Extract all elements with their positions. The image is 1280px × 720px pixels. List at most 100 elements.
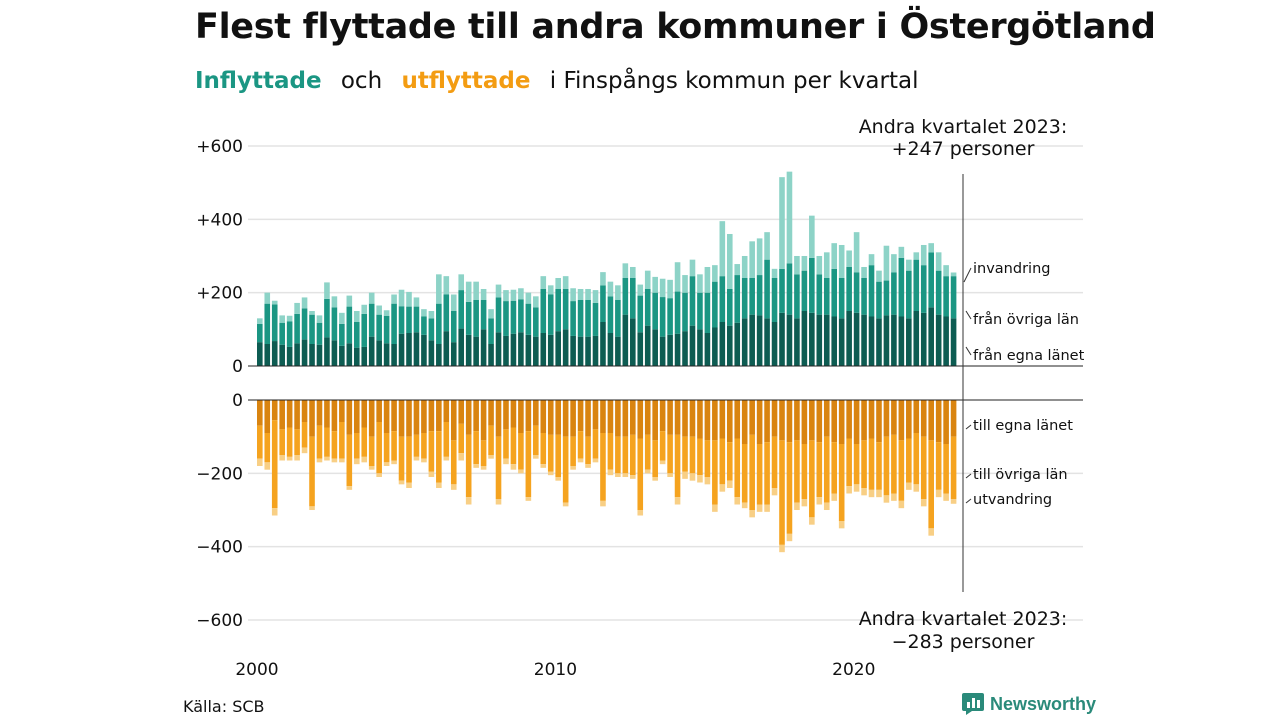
bar-in-local	[630, 318, 636, 366]
bar-out-local	[257, 400, 263, 426]
bar-in-immigration	[533, 296, 539, 308]
bar-in-local	[577, 336, 584, 366]
bar-out-local	[562, 400, 569, 437]
bar-out-local	[540, 400, 547, 434]
bar-in-immigration	[361, 304, 368, 314]
bar-out-local	[533, 400, 539, 426]
bar-in-immigration	[779, 177, 785, 269]
bar-in-immigration	[547, 285, 554, 295]
bar-in-other	[436, 303, 442, 344]
bar-out-emigration	[518, 469, 524, 474]
bar-out-emigration	[913, 484, 920, 492]
bar-out-emigration	[264, 462, 271, 470]
bar-out-emigration	[547, 471, 554, 476]
bar-out-local	[734, 400, 741, 439]
bar-out-local	[413, 400, 420, 435]
bar-out-local	[883, 400, 890, 437]
bar-in-other	[600, 285, 606, 322]
bar-out-other	[510, 427, 517, 465]
bar-in-other	[786, 263, 793, 315]
bar-out-local	[555, 400, 561, 435]
bar-in-local	[301, 339, 308, 366]
bar-out-emigration	[935, 489, 942, 498]
bar-in-immigration	[883, 245, 890, 281]
bar-in-other	[533, 307, 539, 337]
bar-in-other	[339, 323, 345, 346]
bar-in-other	[913, 259, 920, 311]
bar-out-other	[622, 436, 629, 474]
bar-in-local	[346, 343, 353, 366]
bar-out-emigration	[920, 499, 927, 507]
annotation-bottom-line2: −283 personer	[892, 631, 1035, 653]
bar-in-immigration	[876, 270, 882, 282]
source-note: Källa: SCB	[183, 697, 265, 716]
bar-in-immigration	[324, 282, 330, 299]
bar-out-local	[674, 400, 681, 435]
bar-in-immigration	[592, 290, 599, 303]
bar-in-local	[682, 331, 688, 366]
bar-in-other	[570, 301, 576, 336]
bar-in-immigration	[271, 300, 278, 305]
bar-in-immigration	[577, 288, 584, 300]
bar-out-emigration	[503, 458, 509, 465]
ytick-label-top: 0	[232, 357, 243, 377]
bar-out-other	[331, 431, 338, 459]
bar-in-immigration	[600, 272, 606, 286]
bar-out-other	[465, 434, 472, 498]
bar-out-local	[689, 400, 696, 437]
bar-out-emigration	[674, 497, 681, 505]
bar-out-local	[316, 400, 323, 426]
bar-out-local	[339, 400, 345, 423]
bar-in-immigration	[697, 274, 703, 293]
bar-in-immigration	[861, 266, 867, 278]
bar-in-local	[622, 314, 629, 366]
bar-in-immigration	[809, 215, 815, 258]
bar-out-local	[823, 400, 830, 437]
bar-out-other	[935, 442, 942, 490]
bar-out-emigration	[324, 456, 330, 461]
bar-in-other	[562, 288, 569, 330]
bar-out-local	[346, 400, 353, 435]
bar-out-emigration	[622, 473, 629, 478]
bar-in-local	[257, 342, 263, 366]
bar-out-emigration	[726, 480, 733, 489]
bar-in-other	[764, 259, 770, 319]
bar-out-other	[503, 429, 509, 459]
bar-out-emigration	[771, 488, 778, 496]
bar-out-other	[674, 434, 681, 498]
bar-out-other	[279, 429, 285, 456]
bar-in-local	[570, 335, 576, 366]
bar-out-other	[600, 433, 606, 501]
bar-out-emigration	[577, 458, 584, 463]
bar-out-emigration	[712, 504, 718, 512]
bar-in-immigration	[943, 265, 949, 277]
bar-out-emigration	[689, 473, 696, 481]
bar-in-local	[309, 343, 315, 366]
bar-out-emigration	[413, 456, 420, 461]
bar-out-local	[950, 400, 957, 437]
bar-in-immigration	[674, 262, 681, 292]
bar-in-other	[823, 277, 830, 315]
bar-in-immigration	[391, 294, 397, 304]
bar-out-other	[741, 444, 748, 503]
bar-in-immigration	[652, 276, 658, 293]
bar-in-other	[257, 323, 263, 343]
bar-in-immigration	[353, 310, 360, 322]
bar-out-local	[294, 400, 300, 430]
bar-out-other	[547, 434, 554, 472]
series-label: till egna länet	[973, 418, 1073, 434]
bar-in-local	[853, 312, 860, 366]
bar-in-other	[465, 301, 472, 335]
bar-in-immigration	[510, 289, 517, 301]
bar-in-local	[883, 315, 890, 366]
bar-in-immigration	[868, 254, 875, 266]
bar-in-immigration	[398, 289, 405, 307]
bar-out-other	[450, 440, 457, 485]
ytick-label-top: +400	[196, 210, 243, 230]
bar-in-other	[719, 276, 726, 322]
bar-out-emigration	[719, 484, 726, 492]
bar-in-immigration	[913, 252, 920, 260]
bar-in-immigration	[801, 255, 808, 271]
bar-out-local	[682, 400, 688, 437]
bar-in-other	[756, 275, 763, 316]
